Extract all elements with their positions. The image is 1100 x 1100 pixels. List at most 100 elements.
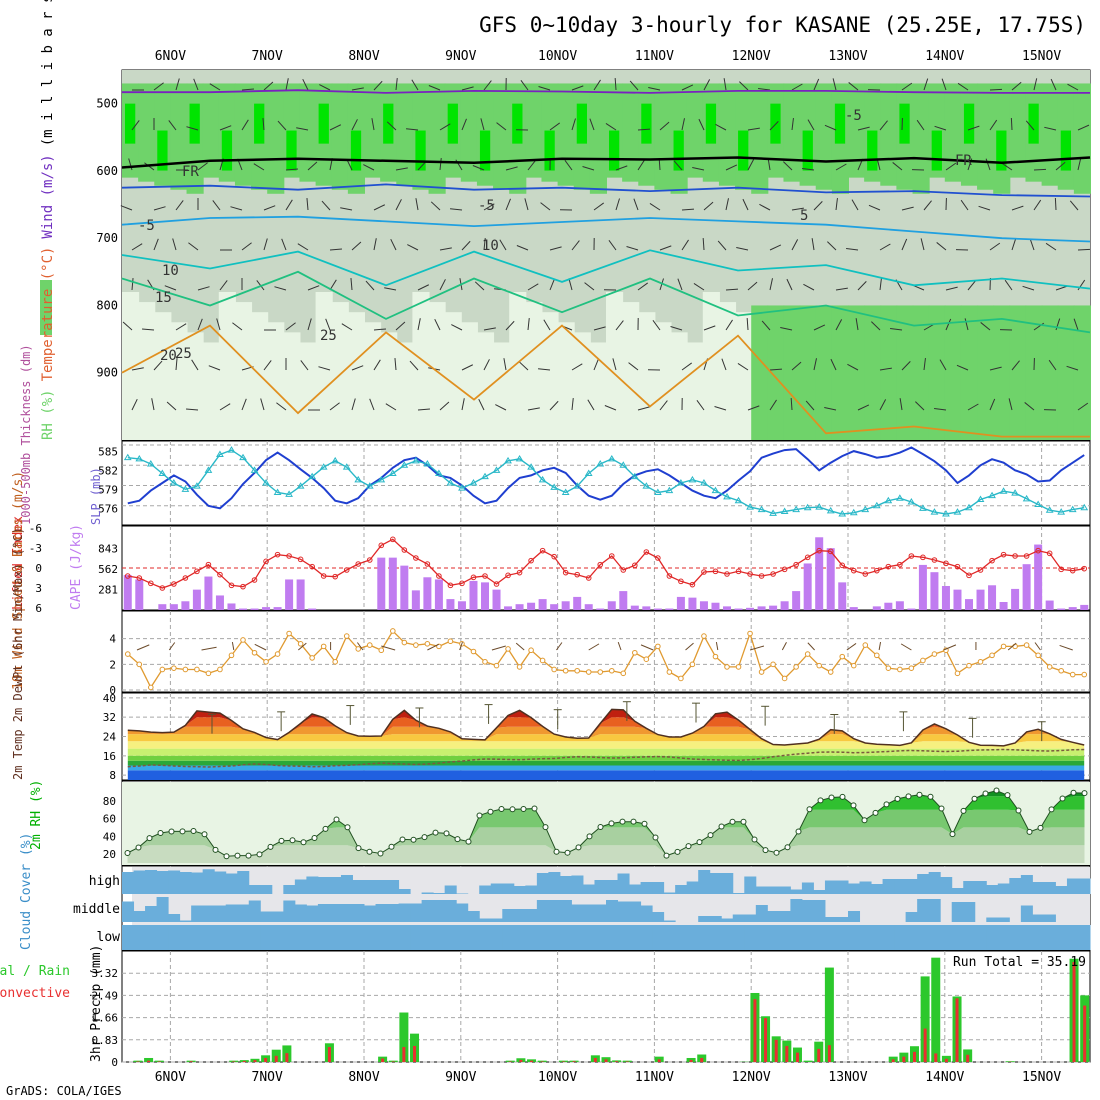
- wind-barb: [934, 125, 947, 131]
- thickness-marker: [1011, 489, 1019, 496]
- cape-bar: [619, 591, 628, 610]
- thickness-ylabel: 1000-500mb Thickness (dm): [19, 344, 33, 525]
- wind-barb: [461, 86, 474, 91]
- lifted-index-marker: [758, 573, 765, 579]
- wind-barb: [615, 198, 620, 211]
- cloud-cover-bar: [467, 925, 480, 950]
- wind-barb: [571, 363, 583, 371]
- wind-barb: [571, 118, 576, 131]
- wind-barb: [916, 119, 925, 131]
- rh-marker: [630, 818, 637, 825]
- rh-marker: [487, 808, 494, 815]
- rh-saturated-patch: [705, 103, 717, 144]
- surface-wind-barb: [254, 643, 267, 651]
- thickness-marker: [239, 453, 247, 461]
- rh-marker: [1037, 824, 1044, 831]
- wind-barb: [505, 320, 515, 331]
- rh-low-level-fill: [541, 312, 559, 440]
- rh-low-level-fill: [573, 332, 591, 440]
- rh-low-level-fill: [622, 302, 640, 440]
- wind-speed-marker: [355, 646, 362, 652]
- wind-barb: [197, 162, 208, 171]
- rh-marker: [333, 816, 340, 823]
- cloud-cover-bar: [364, 905, 377, 922]
- lifted-index-marker: [194, 568, 200, 575]
- wind-speed-marker: [424, 641, 431, 647]
- cape-bar: [377, 557, 386, 610]
- wind-barb: [715, 123, 727, 131]
- wind-barb: [1011, 81, 1022, 91]
- precip-convective-bar: [615, 1061, 619, 1062]
- lifted-index-marker: [401, 547, 408, 553]
- cloud-cover-bar: [294, 904, 307, 922]
- precip-tick-label: 0.83: [92, 1034, 119, 1047]
- rh-low-level-fill: [670, 332, 688, 440]
- wind-barb: [263, 360, 272, 371]
- day-tick-label-bottom: 9NOV: [445, 1070, 476, 1085]
- cloud-cover-bar: [905, 912, 918, 922]
- cloud-cover-bar: [801, 900, 814, 922]
- rh-low-level-fill: [154, 312, 172, 440]
- rh-marker: [762, 847, 769, 854]
- cloud-cover-bar: [317, 904, 330, 922]
- lifted-index-marker: [827, 548, 834, 555]
- rh-marker: [916, 791, 923, 798]
- wind-barb: [395, 167, 408, 171]
- wind-barb: [472, 165, 485, 171]
- thickness-marker: [400, 461, 409, 468]
- temperature-band: [127, 748, 1085, 756]
- wind-barb: [593, 79, 601, 91]
- cape-bar: [273, 607, 282, 610]
- wind-barb: [538, 368, 551, 371]
- precip-total-bar: [537, 1060, 547, 1062]
- rh-low-level-fill: [638, 312, 656, 440]
- wind-barb: [474, 281, 485, 291]
- rh-low-level-fill: [380, 332, 398, 440]
- wind-barb: [253, 163, 265, 171]
- cloud-cover-bar: [594, 904, 607, 922]
- cape-bar: [573, 596, 582, 610]
- wind-barb: [681, 362, 693, 371]
- cloud-cover-bar: [652, 882, 665, 894]
- lifted-index-marker: [966, 572, 972, 579]
- cloud-cover-bar: [513, 925, 526, 950]
- cape-bar: [285, 579, 294, 610]
- rh-moist-band: [1009, 83, 1027, 178]
- wind-barb: [341, 323, 353, 331]
- rh-moist-band: [686, 83, 704, 178]
- rh-marker: [124, 850, 131, 857]
- wind-barb: [538, 86, 551, 91]
- day-tick-label-top: 10NOV: [538, 49, 577, 64]
- wind-speed-marker: [194, 666, 200, 673]
- lifted-index-marker: [470, 574, 477, 581]
- precip-convective-bar: [413, 1045, 417, 1062]
- cloud-cover-bar: [168, 914, 181, 922]
- isotherm-line: [121, 156, 1091, 169]
- cloud-cover-bar: [387, 925, 400, 950]
- wind-barb: [543, 319, 551, 331]
- wind-barb: [1077, 279, 1086, 291]
- wind-tick-label: 0: [109, 684, 116, 697]
- wind-barb: [505, 198, 511, 211]
- wind-speed-marker: [159, 666, 166, 673]
- cape-bar: [561, 601, 570, 610]
- temperature-band: [127, 741, 1085, 749]
- lifted-index-marker: [251, 577, 258, 583]
- wind-barb: [725, 319, 733, 331]
- rh-marker: [1015, 807, 1022, 814]
- wind-barb: [1025, 120, 1035, 131]
- rh-low-level-fill: [864, 305, 882, 440]
- wind-barb: [549, 400, 559, 411]
- thickness-marker: [135, 454, 144, 462]
- rh-saturated-patch: [125, 103, 136, 144]
- wind-barb: [1011, 238, 1017, 251]
- lifted-index-marker: [1012, 553, 1018, 559]
- day-tick-label-top: 7NOV: [252, 49, 283, 64]
- wind-speed-marker: [655, 643, 661, 650]
- wind-barb: [978, 205, 991, 211]
- wind-barb: [262, 118, 265, 131]
- wind-barb: [901, 82, 913, 91]
- wind-barb: [142, 328, 155, 331]
- wind-speed-marker: [735, 664, 742, 670]
- precip-convective-bar: [657, 1059, 661, 1062]
